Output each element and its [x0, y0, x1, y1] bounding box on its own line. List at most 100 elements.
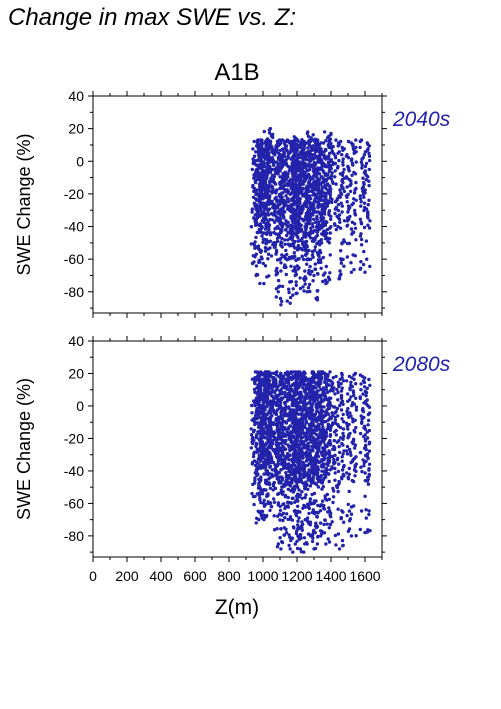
data-point — [250, 210, 254, 214]
data-point — [283, 201, 288, 205]
data-point — [286, 482, 291, 487]
data-point — [294, 441, 298, 446]
data-point — [271, 135, 275, 140]
data-point — [315, 214, 319, 219]
data-point — [314, 386, 318, 390]
data-point — [268, 217, 272, 222]
data-point — [354, 396, 358, 400]
data-point — [353, 208, 357, 213]
data-point — [285, 258, 289, 262]
data-point — [296, 412, 301, 416]
data-point — [353, 213, 358, 217]
data-point — [271, 441, 275, 446]
y-tick-label: 20 — [68, 365, 84, 381]
data-point — [301, 257, 306, 262]
data-point — [259, 425, 264, 430]
chart-panel-2040s: -80 -60 -40 -20 0 20 40 SWE Change (%) 2040s — [14, 88, 451, 318]
data-point — [310, 539, 315, 544]
data-point — [306, 286, 311, 290]
data-point — [294, 232, 298, 236]
data-point — [358, 197, 363, 201]
data-point — [274, 269, 278, 273]
data-point — [308, 520, 313, 524]
data-point — [293, 185, 298, 189]
y-tick-label: -60 — [64, 251, 84, 267]
data-point — [323, 147, 328, 152]
data-point — [334, 374, 338, 379]
data-point — [298, 211, 303, 216]
data-point — [320, 499, 325, 503]
data-point — [264, 138, 269, 142]
data-point — [300, 153, 305, 157]
data-point — [341, 148, 345, 152]
data-point — [303, 241, 307, 245]
data-point — [346, 392, 350, 396]
data-point — [284, 462, 288, 466]
data-point — [298, 142, 302, 147]
data-point — [297, 516, 301, 520]
data-point — [252, 189, 256, 194]
data-point — [310, 392, 314, 396]
data-point — [266, 208, 270, 213]
data-point — [262, 129, 266, 134]
data-point — [260, 383, 264, 387]
data-point — [338, 269, 342, 273]
data-point — [300, 428, 305, 432]
data-point — [336, 532, 341, 536]
data-point — [267, 225, 271, 229]
data-point — [281, 453, 285, 457]
data-point — [326, 374, 330, 378]
x-tick-label: 1000 — [247, 568, 278, 584]
data-point — [354, 198, 358, 202]
data-point — [266, 462, 270, 466]
data-point — [328, 468, 332, 472]
data-point — [319, 175, 323, 179]
data-point — [339, 261, 344, 265]
data-point — [258, 485, 262, 490]
data-point — [352, 151, 356, 155]
data-point — [316, 182, 321, 186]
data-point — [347, 466, 351, 471]
data-point — [275, 527, 279, 531]
data-point — [359, 200, 363, 204]
data-point — [364, 178, 368, 182]
data-point — [271, 408, 276, 412]
data-point — [337, 450, 342, 455]
data-point — [291, 477, 295, 482]
data-point — [326, 199, 331, 203]
scatter-series — [249, 126, 372, 307]
data-point — [308, 204, 312, 208]
data-point — [288, 418, 292, 422]
data-point — [306, 487, 310, 491]
data-point — [280, 392, 284, 396]
data-point — [274, 373, 279, 377]
data-point — [306, 146, 310, 150]
data-point — [336, 203, 341, 207]
data-point — [298, 392, 303, 396]
data-point — [289, 264, 293, 268]
data-point — [276, 463, 280, 468]
y-tick-label: -20 — [64, 186, 84, 202]
data-point — [257, 481, 261, 485]
data-point — [279, 269, 283, 273]
data-point — [305, 411, 309, 415]
data-point — [278, 169, 282, 173]
data-point — [314, 440, 318, 444]
data-point — [271, 460, 276, 465]
data-point — [326, 165, 331, 169]
y-tick-label: -40 — [64, 463, 84, 479]
data-point — [328, 237, 332, 241]
data-point — [295, 176, 300, 180]
data-point — [282, 412, 286, 416]
data-point — [302, 383, 306, 387]
data-point — [289, 415, 293, 419]
data-point — [333, 460, 337, 465]
data-point — [251, 454, 256, 459]
data-point — [341, 160, 345, 164]
data-point — [295, 374, 300, 378]
data-point — [276, 172, 280, 176]
data-point — [361, 409, 366, 414]
data-point — [297, 370, 302, 374]
data-point — [295, 214, 299, 219]
data-point — [328, 159, 333, 163]
